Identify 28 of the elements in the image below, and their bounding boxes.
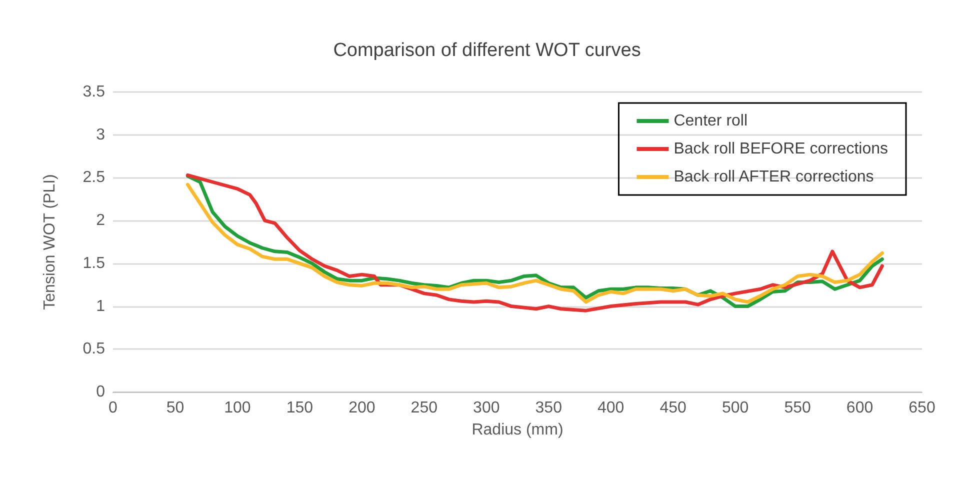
y-tick-label: 2.5	[82, 169, 106, 186]
x-tick-label: 100	[224, 400, 251, 416]
x-tick-label: 400	[597, 400, 624, 416]
legend-label: Back roll BEFORE corrections	[674, 140, 888, 158]
x-tick-label: 250	[410, 400, 438, 416]
x-tick-label: 500	[722, 400, 749, 416]
x-tick-label: 600	[846, 400, 874, 416]
y-tick-label: 1	[96, 298, 106, 315]
y-tick-label: 3	[96, 126, 106, 144]
legend-label: Center roll	[674, 112, 748, 130]
y-tick-label: 0	[96, 384, 106, 400]
x-tick-label: 450	[660, 400, 687, 416]
x-tick-label: 350	[535, 400, 562, 416]
x-tick-label: 200	[348, 400, 376, 416]
x-axis-title: Radius (mm)	[472, 422, 564, 438]
y-tick-label: 3.5	[82, 84, 106, 100]
x-tick-label: 300	[473, 400, 500, 416]
legend-label: Back roll AFTER corrections	[674, 168, 874, 186]
x-tick-label: 0	[108, 400, 118, 416]
x-tick-label: 550	[784, 400, 811, 416]
x-tick-label: 150	[286, 400, 314, 416]
chart-title: Comparison of different WOT curves	[333, 40, 641, 61]
y-tick-label: 1.5	[82, 254, 106, 272]
y-tick-label: 0.5	[82, 340, 106, 358]
y-axis-title: Tension WOT (PLI)	[42, 174, 58, 310]
x-tick-label: 50	[166, 400, 184, 416]
y-tick-label: 2	[96, 212, 106, 230]
x-tick-label: 650	[908, 400, 936, 416]
